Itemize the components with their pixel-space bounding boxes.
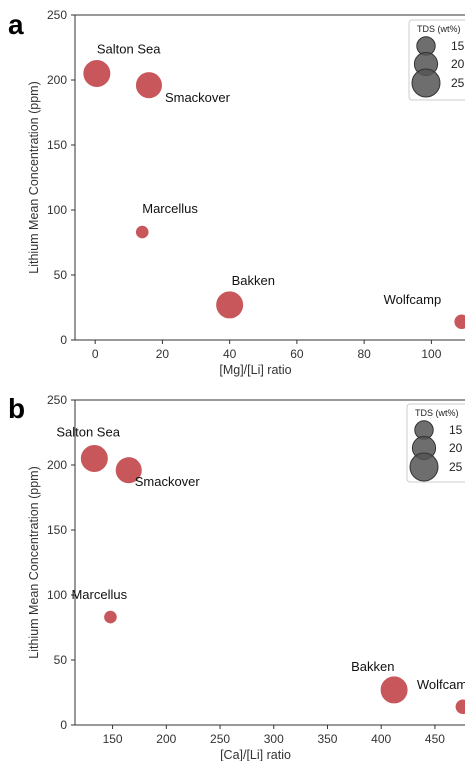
legend-title: TDS (wt%)	[417, 24, 461, 34]
x-axis-label: [Mg]/[Li] ratio	[219, 363, 291, 377]
x-tick-label: 100	[421, 347, 441, 361]
data-point	[134, 224, 150, 240]
y-tick-label: 150	[47, 523, 67, 537]
legend: TDS (wt%) 15 20 25	[406, 403, 465, 483]
y-tick-label: 50	[54, 653, 68, 667]
x-tick-label: 150	[103, 732, 123, 746]
legend-marker	[411, 68, 441, 98]
point-label: Marcellus	[71, 587, 127, 602]
legend-label: 20	[449, 441, 463, 455]
axes-frame	[74, 399, 465, 726]
panel-a: a 0 50 100 150 200 250 0 20 40 60 80 100 [Mg]/[Li] ra…	[8, 8, 465, 377]
y-axis-label: Lithium Mean Concentration (ppm)	[27, 466, 41, 658]
y-tick-label: 100	[47, 203, 67, 217]
y-tick-label: 250	[47, 8, 67, 22]
data-point	[103, 609, 118, 625]
data-point	[454, 698, 465, 716]
point-label: Marcellus	[142, 201, 198, 216]
y-tick-label: 200	[47, 73, 67, 87]
data-point	[215, 290, 245, 320]
panel-letter: a	[8, 9, 24, 40]
data-point	[379, 675, 409, 705]
x-tick-label: 300	[264, 732, 284, 746]
x-tick-label: 250	[210, 732, 230, 746]
x-tick-label: 0	[92, 347, 99, 361]
legend-label: 25	[451, 76, 465, 90]
point-label: Wolfcamp	[384, 292, 442, 307]
y-axis-label: Lithium Mean Concentration (ppm)	[27, 81, 41, 273]
x-tick-label: 20	[156, 347, 170, 361]
legend-label: 25	[449, 460, 463, 474]
y-tick-label: 250	[47, 393, 67, 407]
data-point	[82, 59, 112, 88]
y-tick-label: 100	[47, 588, 67, 602]
x-tick-label: 400	[371, 732, 391, 746]
panel-letter: b	[8, 393, 25, 424]
x-tick-label: 350	[317, 732, 337, 746]
legend: TDS (wt%) 15 20 25	[408, 19, 465, 101]
legend-label: 15	[451, 39, 465, 53]
data-point	[134, 71, 163, 100]
data-point	[453, 313, 465, 331]
legend-label: 20	[451, 57, 465, 71]
y-tick-label: 0	[60, 333, 67, 347]
legend-marker	[409, 452, 439, 482]
y-tick-label: 150	[47, 138, 67, 152]
data-point	[79, 444, 109, 473]
axes-frame	[74, 14, 465, 341]
point-label: Smackover	[165, 90, 231, 105]
point-label: Salton Sea	[97, 42, 161, 57]
x-tick-label: 60	[290, 347, 304, 361]
x-tick-label: 450	[425, 732, 445, 746]
y-tick-label: 50	[54, 268, 68, 282]
y-tick-label: 200	[47, 458, 67, 472]
data-point	[114, 456, 143, 485]
x-tick-label: 40	[223, 347, 237, 361]
point-label: Bakken	[232, 273, 275, 288]
y-tick-label: 0	[60, 718, 67, 732]
point-label: Bakken	[351, 659, 394, 674]
point-label: Wolfcamp	[417, 677, 465, 692]
x-tick-label: 80	[357, 347, 371, 361]
x-axis-label: [Ca]/[Li] ratio	[220, 748, 291, 761]
point-label: Salton Sea	[56, 425, 120, 440]
point-label: Smackover	[135, 474, 201, 489]
legend-title: TDS (wt%)	[415, 408, 459, 418]
panel-b: b 0 50 100 150 200 250 150 200 250 300 350 400 450 [Ca…	[8, 393, 465, 761]
legend-label: 15	[449, 423, 463, 437]
x-tick-label: 200	[156, 732, 176, 746]
